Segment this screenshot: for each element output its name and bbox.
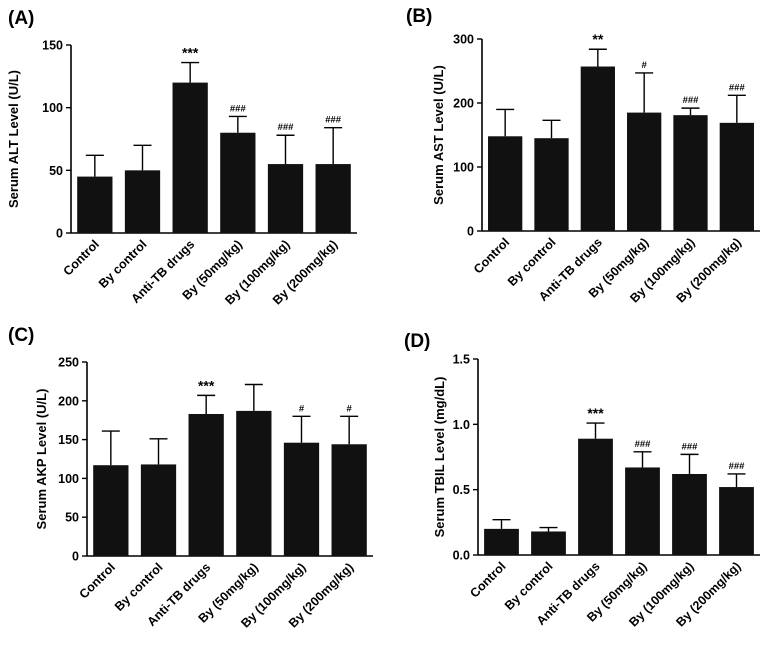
- significance-label: ###: [635, 439, 652, 450]
- bar: [236, 410, 272, 556]
- y-tick-label: 0: [467, 225, 474, 239]
- y-tick-label: 150: [58, 433, 79, 447]
- y-tick-label: 200: [58, 394, 79, 408]
- bar: [578, 438, 613, 555]
- significance-label: **: [592, 31, 603, 47]
- x-category-label: Control: [77, 560, 118, 601]
- significance-label: ***: [182, 45, 199, 61]
- bar: [719, 122, 754, 231]
- significance-label: ***: [587, 405, 604, 421]
- bar: [625, 467, 660, 555]
- bar: [672, 473, 707, 555]
- y-tick-label: 50: [49, 164, 63, 178]
- x-category-label: Control: [471, 235, 512, 276]
- bar: [220, 132, 256, 233]
- significance-label: #: [642, 60, 648, 71]
- y-tick-label: 250: [58, 356, 79, 370]
- bar: [140, 464, 177, 556]
- y-tick-label: 1.0: [453, 418, 470, 432]
- panel-label: (B): [406, 6, 432, 27]
- bar: [93, 465, 129, 556]
- bar: [283, 442, 320, 556]
- significance-label: ###: [278, 122, 295, 133]
- x-category-label: Control: [467, 559, 508, 600]
- y-tick-label: 200: [453, 97, 474, 111]
- significance-label: ###: [729, 82, 746, 93]
- bar: [531, 531, 566, 555]
- y-axis-title: Serum AKP Level (U/L): [34, 389, 49, 530]
- bar: [673, 115, 708, 231]
- y-tick-label: 300: [453, 33, 474, 47]
- bar: [580, 66, 615, 232]
- bar: [331, 444, 367, 556]
- significance-label: ***: [198, 377, 215, 393]
- y-axis-title: Serum TBIL Level (mg/dL): [432, 377, 447, 538]
- panel-b: (B) 0 100 200 300 Serum AST Level (U/L) Contro…: [406, 6, 760, 306]
- significance-label: ###: [325, 115, 342, 126]
- panel-label: (A): [8, 8, 34, 29]
- bar: [315, 164, 351, 233]
- bar: [172, 82, 208, 233]
- bar: [188, 413, 224, 556]
- bar: [484, 528, 519, 555]
- significance-label: ###: [682, 441, 699, 452]
- panel-c: (C) 0 50 100 150 200 250 Serum AKP Level (U/L) C…: [8, 325, 373, 631]
- significance-label: #: [347, 403, 353, 414]
- bar: [627, 112, 662, 231]
- significance-label: ###: [729, 461, 746, 472]
- significance-label: ###: [230, 103, 247, 114]
- bar: [124, 170, 161, 233]
- y-tick-label: 100: [453, 161, 474, 175]
- y-tick-label: 1.5: [453, 353, 470, 367]
- y-tick-label: 0.0: [453, 549, 470, 563]
- panel-d: (D) 0.0 0.5 1.0 1.5 Serum TBIL Level (mg/dL) C…: [404, 331, 760, 630]
- y-tick-label: 50: [65, 511, 79, 525]
- y-tick-label: 150: [42, 39, 63, 53]
- x-category-label: Control: [61, 237, 102, 278]
- y-tick-label: 0: [72, 550, 79, 564]
- y-axis-title: Serum AST Level (U/L): [431, 65, 446, 205]
- bar: [267, 164, 304, 233]
- y-tick-label: 0: [56, 227, 63, 241]
- y-axis-title: Serum ALT Level (U/L): [6, 70, 21, 208]
- y-tick-label: 100: [58, 472, 79, 486]
- significance-label: ###: [683, 95, 700, 106]
- significance-label: #: [299, 403, 305, 414]
- panel-label: (D): [404, 331, 430, 352]
- bar: [719, 487, 754, 555]
- bar: [77, 176, 113, 233]
- panel-label: (C): [8, 325, 34, 346]
- bar: [488, 136, 523, 231]
- panel-a: (A) 0 50 100 150 Serum ALT Level (U/L) Control…: [6, 8, 357, 308]
- bar: [534, 138, 569, 231]
- y-tick-label: 100: [42, 101, 63, 115]
- y-tick-label: 0.5: [453, 483, 470, 497]
